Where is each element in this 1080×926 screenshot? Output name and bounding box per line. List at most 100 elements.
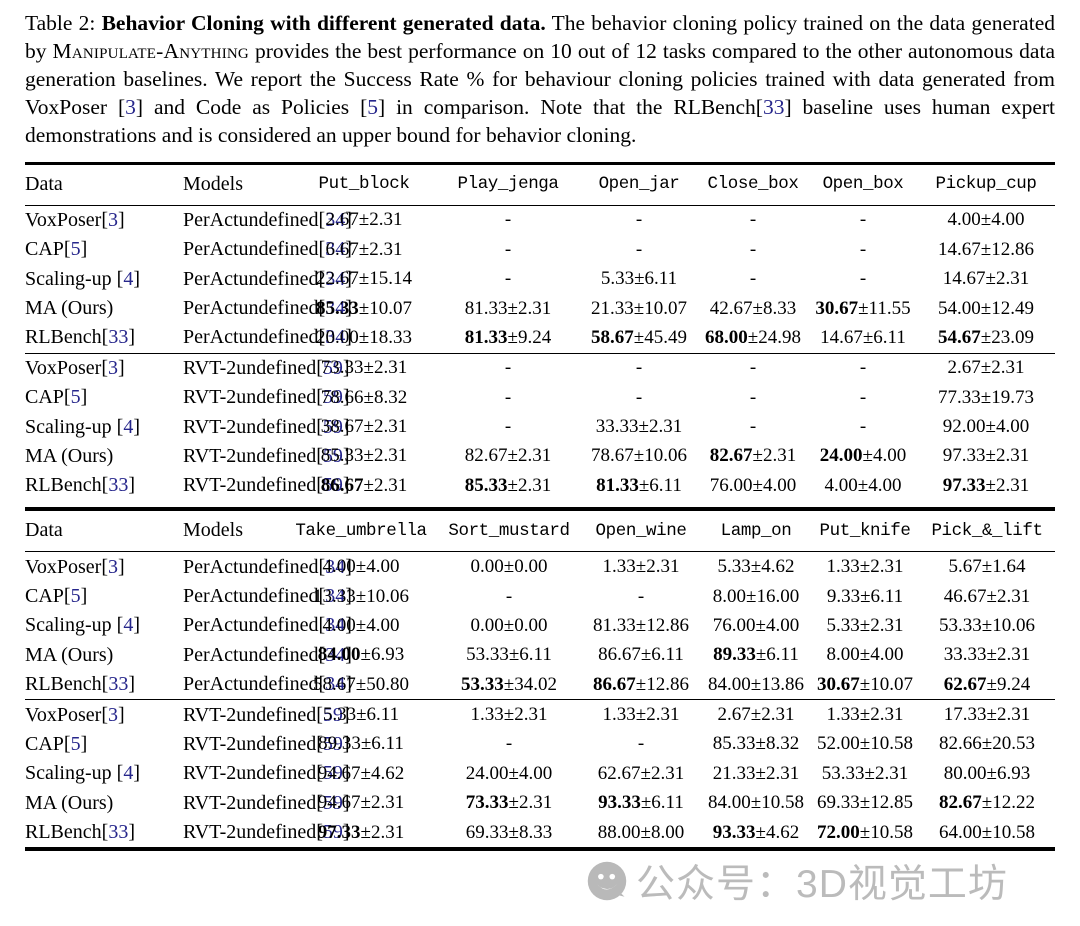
value-mean-best: 73.33 <box>465 792 509 814</box>
data-source-bracket: ] <box>128 326 135 349</box>
value-cell: 81.33±2.31 <box>464 297 552 319</box>
model-label: RVT-2 <box>183 444 237 467</box>
caption-segment-plain: ] <box>784 94 792 119</box>
value-cell: 86.67±2.31 <box>293 471 435 500</box>
data-source-bracket: [ <box>63 585 71 607</box>
value-mean-best: 30.67 <box>815 297 859 319</box>
data-source-bracket: ] <box>128 673 135 696</box>
model-citation: 34 <box>325 643 346 666</box>
data-source-bracket: [ <box>101 326 109 349</box>
value-cell: 97.33±2.31 <box>285 818 437 849</box>
model-cell: PerActundefined[34] <box>183 235 352 264</box>
data-source-cell: RLBench[33] <box>25 670 183 700</box>
model-bracket: undefined[ <box>238 643 326 666</box>
value-std: ±6.93 <box>360 644 405 666</box>
value-cell: 85.33±10.07 <box>293 294 435 323</box>
value-cell: 38.67±2.31 <box>320 416 408 437</box>
value-cell: - <box>859 416 867 437</box>
value-mean-best: 81.33 <box>596 474 639 496</box>
value-cell: - <box>504 268 512 290</box>
model-label: RVT-2 <box>183 415 237 438</box>
value-cell: - <box>504 386 512 408</box>
model-bracket: ] <box>345 297 352 319</box>
value-cell: 1.33±2.31 <box>602 556 680 578</box>
value-cell: 5.67±1.64 <box>948 556 1026 578</box>
value-cell: 4.00±4.00 <box>322 556 400 578</box>
data-source-label: Scaling-up <box>25 762 112 785</box>
model-bracket: undefined[ <box>238 267 326 290</box>
value-cell: 76.00±4.00 <box>709 474 797 496</box>
model-label: RVT-2 <box>183 732 237 755</box>
value-mean-best: 81.33 <box>464 326 508 348</box>
data-source-cell: MA (Ours) <box>25 294 183 323</box>
value-cell: 0.00±0.00 <box>470 614 548 636</box>
value-cell: 30.67±10.07 <box>811 670 919 700</box>
column-header-models: Models <box>183 509 285 553</box>
value-mean-best: 68.00 <box>705 326 748 348</box>
data-source-citation: 33 <box>108 474 129 497</box>
model-bracket: undefined[ <box>238 208 326 231</box>
value-std: ±24.98 <box>747 326 801 348</box>
table-row: MA (Ours) RVT-2undefined[59] 85.33±2.31 82.… <box>25 442 1055 471</box>
table-row: Scaling-up [4] RVT-2undefined[59] 94.67±4.… <box>25 759 1055 788</box>
data-source-cell: Scaling-up [4] <box>25 759 183 788</box>
caption-segment-cite: 3 <box>125 94 136 119</box>
task-column-header: Take_umbrella <box>285 509 437 553</box>
data-source-cell: RLBench[33] <box>25 323 183 353</box>
value-cell: 46.67±2.31 <box>943 585 1031 607</box>
value-cell: 13.33±10.06 <box>313 585 409 607</box>
caption-segment-plain: Table 2: <box>25 11 102 35</box>
value-cell: 81.33±12.86 <box>593 614 689 636</box>
table-row: CAP[5] PerActundefined[34] 6.67±2.31- - - -14… <box>25 235 1055 264</box>
value-cell: 6.67±2.31 <box>325 238 403 260</box>
value-cell: - <box>504 416 512 437</box>
value-cell: 20.00±18.33 <box>316 326 412 348</box>
data-source-bracket: ] <box>117 208 125 231</box>
model-citation: 59 <box>322 821 343 843</box>
model-citation: 34 <box>325 297 346 319</box>
data-source-label: RLBench <box>25 326 102 349</box>
value-std: ±4.00 <box>862 445 907 467</box>
data-source-label: CAP <box>25 238 64 261</box>
value-std: ±6.11 <box>755 644 799 666</box>
caption-segment-smallcaps: Manipulate-Anything <box>52 38 249 63</box>
model-label: RVT-2 <box>183 356 237 379</box>
value-mean-best: 82.67 <box>939 792 982 814</box>
value-cell: 94.67±4.62 <box>317 762 405 784</box>
model-cell: PerActundefined[34] <box>183 294 352 323</box>
data-source-bracket: [ <box>101 356 108 379</box>
header-row: Data Models Take_umbrella Sort_mustard Open_… <box>25 509 1055 553</box>
data-source-cell: CAP[5] <box>25 582 183 611</box>
paper-page: Table 2: Behavior Cloning with different… <box>0 10 1080 906</box>
data-source-bracket: ] <box>117 703 125 726</box>
caption-segment-plain: ] <box>377 94 386 119</box>
model-bracket: undefined[ <box>238 238 326 261</box>
model-cell: RVT-2undefined[59] <box>183 412 350 441</box>
data-source-bracket: ] <box>80 386 88 409</box>
watermark: 公众号：3D视觉工坊 <box>586 853 1008 909</box>
value-cell: 9.33±6.11 <box>826 585 904 607</box>
results-tables: Data Models Put_block Play_jenga Open_jar Clo… <box>25 161 1055 852</box>
value-cell: 4.00±4.00 <box>947 209 1025 231</box>
value-mean-best: 93.33 <box>598 792 641 814</box>
value-std: ±12.86 <box>635 673 689 695</box>
data-source-label: RLBench <box>25 474 102 497</box>
caption-segment-cite: 5 <box>367 94 378 119</box>
model-label: PerAct <box>183 643 239 666</box>
value-cell: 1.33±2.31 <box>602 704 680 725</box>
value-mean-best: 53.33 <box>461 673 504 695</box>
value-cell: 30.67±11.55 <box>809 294 917 323</box>
data-source-label: VoxPoser <box>25 356 102 379</box>
value-std: ±2.31 <box>363 474 408 496</box>
data-source-citation: 5 <box>70 238 81 261</box>
value-cell: - <box>635 386 643 408</box>
value-mean-best: 30.67 <box>817 673 860 695</box>
caption-segment-plain: [ <box>755 94 763 119</box>
value-mean-best: 86.67 <box>320 474 364 496</box>
value-cell: 58.67±50.80 <box>313 673 409 695</box>
value-std: ±9.24 <box>507 326 552 348</box>
model-citation: 34 <box>325 585 346 607</box>
model-citation: 59 <box>322 732 343 755</box>
data-source-label: Scaling-up <box>25 614 112 637</box>
model-label: PerAct <box>183 585 239 607</box>
